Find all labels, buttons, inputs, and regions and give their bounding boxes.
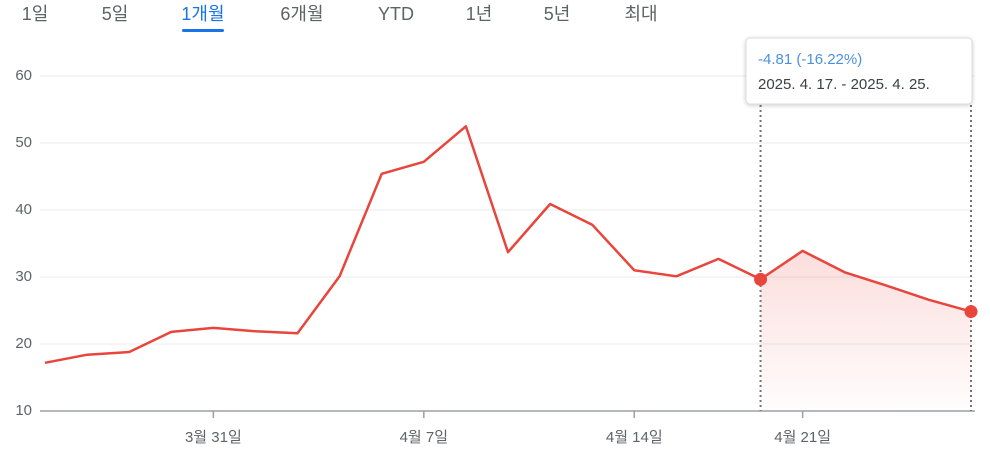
x-tick-label: 4월 14일 [606,429,663,446]
selection-point [754,272,768,286]
y-tick-label: 20 [15,335,32,352]
x-tick-label: 3월 31일 [185,429,242,446]
range-tab[interactable]: 5일 [102,4,129,24]
selection-area [760,250,971,411]
grid-layer: 10 20 30 40 50 60 3월 31일 4월 7일 4월 14일 4월 21일 [15,67,975,446]
x-tick-label: 4월 7일 [400,429,448,446]
tooltip-range: 2025. 4. 17. - 2025. 4. 25. [758,76,930,93]
price-line [44,125,972,365]
range-tab[interactable]: 1년 [466,4,493,24]
selection-point [964,305,978,319]
tooltip-change: -4.81 (-16.22%) [758,51,862,68]
y-tick-label: 40 [15,201,32,218]
tab-underline [182,29,224,32]
tooltip-box [745,37,973,105]
y-tick-label: 10 [15,402,32,419]
range-tab[interactable]: 최대 [624,4,657,24]
range-tab[interactable]: 1일 [22,4,49,24]
range-tab[interactable]: YTD [378,4,414,24]
tooltip: -4.81 (-16.22%) 2025. 4. 17. - 2025. 4. 2… [745,37,973,105]
y-tick-label: 60 [15,67,32,84]
range-tab[interactable]: 6개월 [280,4,323,24]
range-tab[interactable]: 5년 [544,4,571,24]
x-tick-label: 4월 21일 [774,429,831,446]
y-tick-label: 50 [15,134,32,151]
range-tabs: 1일 5일 1개월 6개월 YTD 1년 5년 최대 [22,4,658,32]
y-tick-label: 30 [15,268,32,285]
range-tab[interactable]: 1개월 [181,4,224,24]
marks-layer [44,100,978,411]
